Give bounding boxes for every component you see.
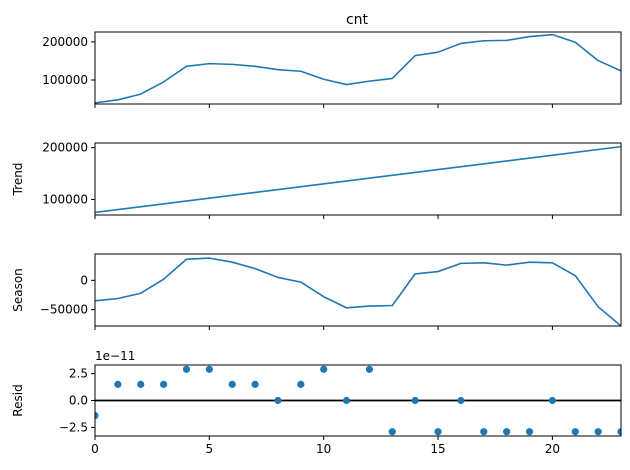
resid-point: [274, 396, 282, 405]
panel-resid: −2.5 0.0 2.5 0 5 10 15 20 Resid 1e−11: [11, 349, 622, 456]
y-tick-label: 2.5: [69, 367, 88, 381]
resid-point: [205, 365, 213, 373]
resid-point: [594, 428, 602, 436]
y-tick-label: 0: [80, 273, 88, 287]
resid-point: [411, 396, 419, 405]
resid-point: [457, 396, 465, 405]
panel-season: −50000 0 Season: [11, 253, 622, 330]
y-tick-label: 100000: [42, 73, 88, 87]
resid-point: [503, 428, 511, 436]
resid-point: [571, 428, 579, 436]
x-tick-label: 0: [91, 442, 99, 456]
y-tick-label: 100000: [42, 192, 88, 206]
panel-cnt: 100000 200000: [42, 31, 622, 108]
y-tick-label: −50000: [40, 303, 88, 317]
resid-point: [388, 428, 396, 436]
resid-point: [548, 396, 556, 405]
y-offset-label: 1e−11: [95, 349, 135, 363]
panels: 100000 200000 100000 200000 Trend −50000 0 Seas…: [11, 31, 622, 456]
y-tick-label: 200000: [42, 141, 88, 155]
resid-point: [342, 396, 351, 405]
resid-point: [297, 380, 305, 388]
chart-title: cnt: [346, 12, 369, 28]
y-axis-label: Trend: [11, 163, 25, 197]
series-line-cnt: [94, 33, 622, 104]
resid-point: [137, 380, 145, 388]
axes-frame: [94, 31, 622, 105]
resid-point: [160, 380, 168, 388]
y-tick-label: 0.0: [69, 394, 88, 408]
x-tick-label: 10: [316, 442, 331, 456]
x-tick-label: 20: [545, 442, 560, 456]
resid-point: [95, 411, 99, 420]
axes-frame: [94, 253, 622, 327]
resid-point: [228, 380, 236, 388]
y-tick-label: −2.5: [59, 420, 88, 434]
y-axis-label: Season: [11, 268, 25, 312]
x-tick-label: 5: [206, 442, 214, 456]
resid-point: [251, 380, 259, 388]
panel-trend: 100000 200000 Trend: [11, 141, 622, 219]
resid-point: [114, 380, 122, 388]
series-line-trend: [94, 145, 622, 214]
resid-point: [434, 428, 442, 436]
x-tick-label: 15: [430, 442, 445, 456]
y-axis-label: Resid: [11, 384, 25, 416]
resid-point: [617, 428, 621, 436]
axes-frame: [94, 364, 622, 437]
axes-frame: [94, 142, 622, 216]
resid-point: [480, 428, 488, 436]
y-tick-label: 200000: [42, 35, 88, 49]
resid-point: [320, 365, 328, 373]
series-line-season: [94, 257, 622, 327]
resid-point: [182, 365, 191, 373]
resid-point: [525, 428, 534, 436]
scatter-points: [95, 365, 621, 436]
resid-point: [365, 365, 374, 373]
